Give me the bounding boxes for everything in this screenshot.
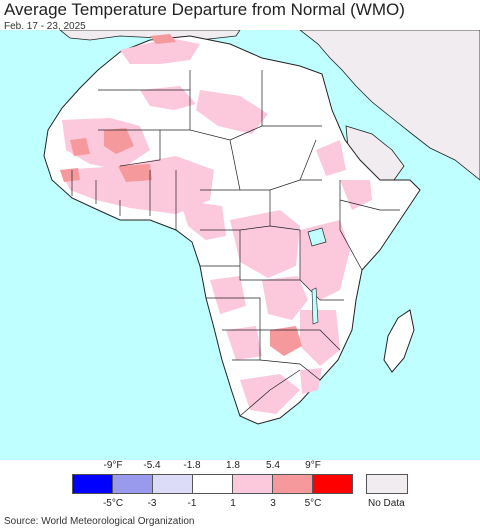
source-credit: Source: World Meteorological Organizatio…	[4, 516, 195, 527]
map-title: Average Temperature Departure from Norma…	[4, 0, 405, 19]
legend-swatch	[192, 474, 233, 494]
legend-swatch	[232, 474, 273, 494]
legend-c-label: 5°C	[304, 498, 322, 509]
legend-f-label: 5.4	[266, 460, 280, 471]
legend-f-label: -5.4	[143, 460, 161, 471]
legend-swatch	[72, 474, 113, 494]
date-range: Feb. 17 - 23, 2025	[4, 21, 86, 32]
legend-f-label: -9°F	[103, 460, 123, 471]
legend-c-label: -1	[187, 498, 197, 509]
legend-no-data-swatch	[366, 474, 408, 494]
map-canvas	[0, 30, 480, 460]
madagascar	[383, 309, 415, 373]
country-borders	[71, 70, 400, 417]
legend-f-label: 1.8	[226, 460, 240, 471]
lake-malawi	[311, 287, 319, 325]
africa-temperature-map	[0, 30, 480, 460]
legend-c-label: 3	[270, 498, 276, 509]
color-legend: -9°F -5.4 -1.8 1.8 5.4 9°F -5°C -3 -1 1 …	[0, 458, 480, 514]
legend-swatch	[272, 474, 313, 494]
legend-f-label: -1.8	[183, 460, 201, 471]
legend-swatch	[312, 474, 353, 494]
lake-victoria	[307, 227, 327, 247]
legend-f-label: 9°F	[305, 460, 321, 471]
legend-no-data-label: No Data	[368, 498, 405, 509]
legend-swatch	[152, 474, 193, 494]
legend-swatch	[112, 474, 153, 494]
legend-c-label: 1	[230, 498, 236, 509]
strong-warm-anomaly-patches	[60, 34, 302, 356]
legend-c-label: -3	[147, 498, 157, 509]
legend-c-label: -5°C	[102, 498, 124, 509]
